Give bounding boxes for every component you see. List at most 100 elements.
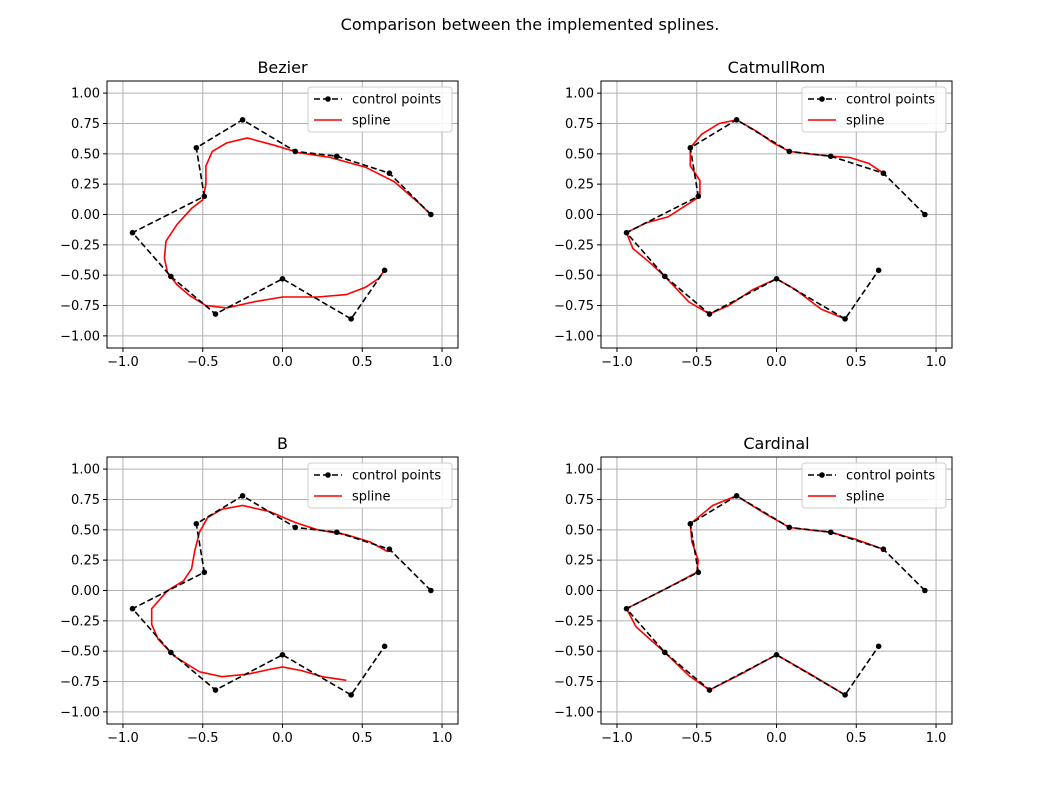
y-tick-label: 0.00 xyxy=(71,208,100,223)
control-point-marker xyxy=(687,520,694,527)
control-point-marker xyxy=(733,493,740,499)
spline-line xyxy=(625,118,884,320)
y-tick-label: 0.50 xyxy=(71,523,100,538)
legend-marker xyxy=(325,472,331,478)
control-point-marker xyxy=(386,170,393,177)
control-point-marker xyxy=(129,605,136,612)
control-point-marker xyxy=(428,211,434,218)
control-point-marker xyxy=(786,524,793,531)
y-tick-label: 0.50 xyxy=(71,147,100,162)
legend-label-control-points: control points xyxy=(352,469,441,484)
y-tick-label: −1.00 xyxy=(554,329,594,344)
x-tick-label: 1.0 xyxy=(432,355,453,370)
control-point-marker xyxy=(773,652,780,658)
y-tick-label: −0.50 xyxy=(554,645,594,660)
y-tick-label: 0.25 xyxy=(71,554,100,569)
legend-label-spline: spline xyxy=(846,490,885,505)
y-tick-label: 1.00 xyxy=(71,463,100,478)
control-point-marker xyxy=(201,193,208,200)
x-tick-label: −0.5 xyxy=(187,355,219,370)
control-point-marker xyxy=(842,316,848,322)
legend-label-spline: spline xyxy=(352,114,391,129)
legend-marker xyxy=(819,472,825,478)
panel-title: CatmullRom xyxy=(728,58,826,77)
panel-cardinal: −1.0 −0.5 0.0 0.5 1.0 −1.00 −0.75 −0.50 −0.25 0.0… xyxy=(554,434,953,746)
x-tick-label: −0.5 xyxy=(681,731,713,746)
control-point-marker xyxy=(381,267,388,274)
legend-marker xyxy=(819,96,825,102)
control-point-marker xyxy=(695,193,702,200)
legend-label-control-points: control points xyxy=(846,469,935,484)
y-tick-label: 1.00 xyxy=(565,87,594,102)
x-tick-label: 0.0 xyxy=(272,731,293,746)
legend: control points spline xyxy=(307,86,453,133)
control-point-marker xyxy=(662,649,668,656)
y-tick-label: −0.75 xyxy=(60,675,100,690)
y-tick-label: 0.25 xyxy=(71,178,100,193)
control-point-marker xyxy=(733,117,740,123)
x-tick-label: 0.0 xyxy=(272,355,293,370)
x-tick-label: 0.0 xyxy=(766,355,787,370)
y-tick-label: −0.50 xyxy=(554,269,594,284)
y-tick-label: 0.75 xyxy=(565,493,594,508)
y-tick-label: 1.00 xyxy=(71,87,100,102)
panel-bezier: −1.0 −0.5 0.0 0.5 1.0 −1.00 −0.75 −0.50 −0.25 0.0… xyxy=(60,58,459,370)
y-tick-label: 0.00 xyxy=(71,584,100,599)
y-tick-label: −1.00 xyxy=(554,705,594,720)
legend-box xyxy=(801,86,947,133)
control-point-marker xyxy=(875,267,882,274)
legend-box xyxy=(307,86,453,133)
x-tick-label: 0.5 xyxy=(846,731,867,746)
control-point-marker xyxy=(623,605,630,612)
x-tick-label: 1.0 xyxy=(926,731,947,746)
control-point-marker xyxy=(279,276,286,282)
y-tick-label: 0.75 xyxy=(71,493,100,508)
x-tick-label: 0.5 xyxy=(846,355,867,370)
y-tick-label: −0.50 xyxy=(60,645,100,660)
x-tick-label: 1.0 xyxy=(926,355,947,370)
control-point-marker xyxy=(279,652,286,658)
legend-label-control-points: control points xyxy=(846,93,935,108)
control-point-marker xyxy=(201,569,208,576)
control-point-marker xyxy=(706,687,713,693)
control-point-marker xyxy=(695,569,702,576)
y-tick-label: 0.75 xyxy=(71,117,100,132)
legend-box xyxy=(801,462,947,509)
control-point-marker xyxy=(623,229,630,236)
control-point-marker xyxy=(786,148,793,155)
x-tick-label: 0.0 xyxy=(766,731,787,746)
y-tick-label: −0.50 xyxy=(60,269,100,284)
control-point-marker xyxy=(381,643,388,650)
x-tick-label: −0.5 xyxy=(681,355,713,370)
x-tick-label: 1.0 xyxy=(432,731,453,746)
control-point-marker xyxy=(333,529,340,536)
control-point-marker xyxy=(687,144,694,151)
control-point-marker xyxy=(333,153,340,160)
y-tick-label: 0.00 xyxy=(565,584,594,599)
control-point-marker xyxy=(168,273,174,280)
control-point-marker xyxy=(386,546,393,553)
x-tick-label: 0.5 xyxy=(352,731,373,746)
y-tick-label: 0.75 xyxy=(565,117,594,132)
control-point-marker xyxy=(292,524,299,531)
x-tick-label: −1.0 xyxy=(107,731,139,746)
control-point-marker xyxy=(662,273,668,280)
panel-title: B xyxy=(277,434,288,453)
y-tick-label: −0.75 xyxy=(554,675,594,690)
control-point-marker xyxy=(193,144,200,151)
x-tick-label: −1.0 xyxy=(107,355,139,370)
control-point-marker xyxy=(922,211,928,218)
y-tick-label: −0.25 xyxy=(60,238,100,253)
control-point-marker xyxy=(193,520,200,527)
control-point-marker xyxy=(922,587,928,594)
control-point-marker xyxy=(292,148,299,155)
y-tick-label: −1.00 xyxy=(60,705,100,720)
x-tick-label: −1.0 xyxy=(601,731,633,746)
panel-catmullrom: −1.0 −0.5 0.0 0.5 1.0 −1.00 −0.75 −0.50 −0.25 0.0… xyxy=(554,58,953,370)
legend-label-spline: spline xyxy=(352,490,391,505)
legend-label-spline: spline xyxy=(846,114,885,129)
y-tick-label: −0.25 xyxy=(554,238,594,253)
x-tick-label: 0.5 xyxy=(352,355,373,370)
panel-title: Bezier xyxy=(257,58,308,77)
